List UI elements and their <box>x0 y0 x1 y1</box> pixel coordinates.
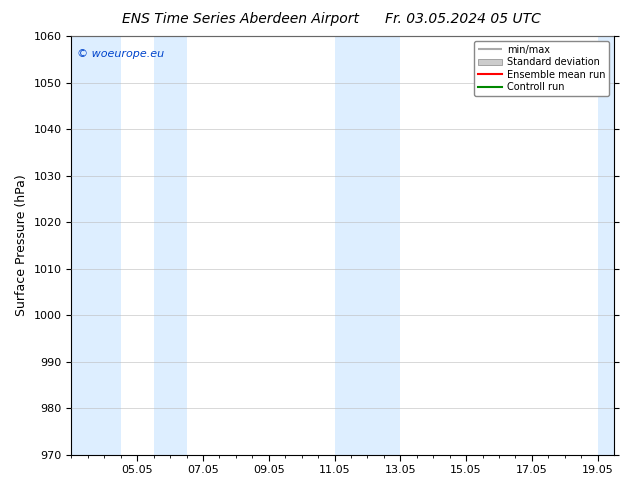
Text: Fr. 03.05.2024 05 UTC: Fr. 03.05.2024 05 UTC <box>385 12 541 26</box>
Bar <box>598 36 614 455</box>
Bar <box>335 36 368 455</box>
Bar <box>368 36 400 455</box>
Bar <box>153 36 186 455</box>
Legend: min/max, Standard deviation, Ensemble mean run, Controll run: min/max, Standard deviation, Ensemble me… <box>474 41 609 96</box>
Text: ENS Time Series Aberdeen Airport: ENS Time Series Aberdeen Airport <box>122 12 359 26</box>
Bar <box>72 36 120 455</box>
Text: © woeurope.eu: © woeurope.eu <box>77 49 164 59</box>
Y-axis label: Surface Pressure (hPa): Surface Pressure (hPa) <box>15 174 28 316</box>
